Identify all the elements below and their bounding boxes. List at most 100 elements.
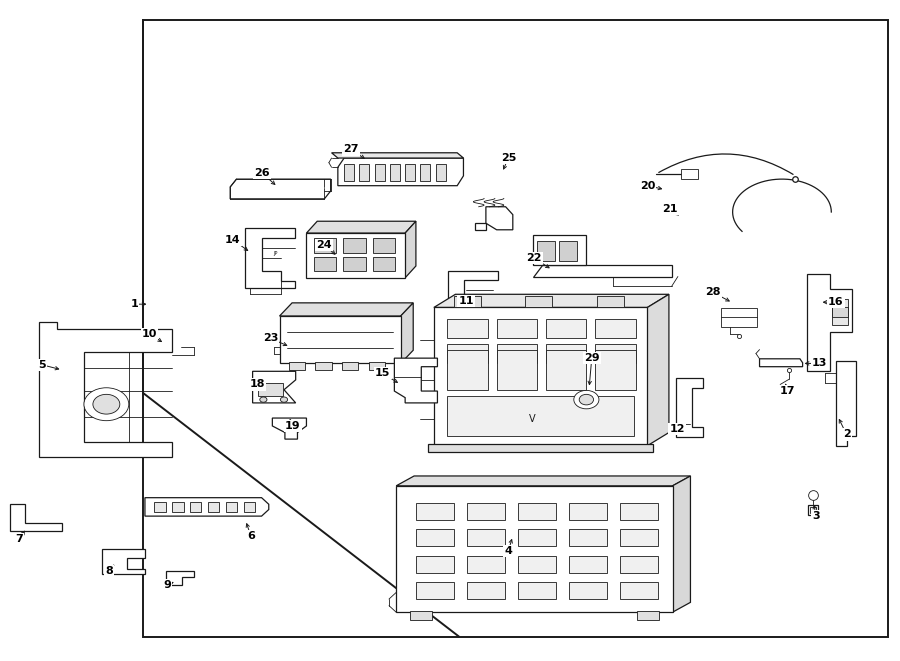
Polygon shape	[647, 294, 669, 446]
Polygon shape	[230, 179, 330, 199]
Bar	[467, 529, 505, 547]
Bar	[537, 241, 555, 260]
Bar	[410, 611, 432, 620]
Text: 13: 13	[812, 358, 827, 368]
Text: 25: 25	[500, 153, 516, 163]
Bar	[526, 295, 553, 307]
Bar	[172, 502, 184, 512]
Bar	[315, 362, 331, 370]
Bar	[343, 239, 365, 253]
Bar	[454, 295, 481, 307]
Text: 11: 11	[458, 296, 474, 306]
Polygon shape	[400, 303, 413, 364]
Polygon shape	[434, 294, 669, 307]
Bar	[374, 164, 384, 181]
Bar	[518, 503, 556, 520]
Polygon shape	[102, 549, 145, 574]
Circle shape	[93, 395, 120, 414]
Bar	[436, 164, 446, 181]
Bar	[546, 350, 587, 390]
Bar	[343, 256, 365, 271]
Bar	[342, 362, 358, 370]
Bar	[396, 486, 672, 612]
Bar	[832, 299, 849, 325]
Bar	[518, 556, 556, 572]
Text: 24: 24	[317, 240, 332, 250]
Bar	[570, 556, 607, 572]
Polygon shape	[836, 362, 856, 446]
Polygon shape	[253, 371, 296, 403]
Polygon shape	[760, 359, 803, 367]
Text: 6: 6	[247, 531, 255, 541]
Bar	[226, 502, 238, 512]
Polygon shape	[273, 418, 306, 439]
Bar	[373, 239, 395, 253]
Text: 10: 10	[141, 329, 158, 339]
Circle shape	[580, 395, 594, 405]
Bar	[416, 529, 454, 547]
Bar	[344, 164, 354, 181]
Text: 27: 27	[344, 145, 359, 155]
Text: 19: 19	[285, 421, 301, 431]
Bar	[497, 344, 537, 364]
Polygon shape	[396, 476, 690, 486]
Bar	[405, 164, 415, 181]
Bar	[313, 239, 336, 253]
Polygon shape	[331, 153, 464, 158]
Bar	[467, 582, 505, 599]
Bar	[447, 397, 634, 436]
Text: 3: 3	[813, 511, 820, 521]
Circle shape	[281, 397, 288, 403]
Bar	[518, 582, 556, 599]
Text: JP: JP	[273, 251, 277, 256]
Bar	[570, 529, 607, 547]
Text: 7: 7	[15, 534, 23, 544]
Circle shape	[84, 388, 129, 420]
Bar	[620, 556, 658, 572]
Bar	[546, 319, 587, 338]
Bar	[636, 611, 659, 620]
Bar	[154, 502, 166, 512]
Polygon shape	[39, 322, 172, 457]
Bar	[447, 344, 488, 364]
Bar	[560, 241, 578, 260]
Bar	[190, 502, 202, 512]
Text: 15: 15	[375, 368, 391, 378]
Bar	[447, 319, 488, 338]
Polygon shape	[338, 158, 464, 186]
Polygon shape	[306, 221, 416, 233]
Text: 28: 28	[705, 288, 721, 297]
Bar	[533, 235, 587, 264]
Bar	[596, 319, 635, 338]
Bar	[518, 529, 556, 547]
Bar	[497, 350, 537, 390]
Polygon shape	[405, 221, 416, 278]
Bar	[359, 164, 369, 181]
Polygon shape	[448, 271, 498, 316]
Bar	[420, 164, 430, 181]
Polygon shape	[486, 207, 513, 230]
Bar	[620, 529, 658, 547]
Bar	[467, 503, 505, 520]
Bar	[306, 233, 405, 278]
Bar	[313, 256, 336, 271]
Polygon shape	[246, 229, 295, 288]
Text: 23: 23	[263, 333, 278, 344]
Bar	[681, 169, 698, 179]
Bar	[143, 20, 887, 637]
Circle shape	[260, 397, 267, 403]
Text: 14: 14	[225, 235, 240, 245]
Text: 29: 29	[584, 353, 599, 363]
Bar	[289, 362, 304, 370]
Text: 16: 16	[828, 297, 843, 307]
Polygon shape	[280, 303, 413, 316]
Polygon shape	[394, 358, 437, 403]
Bar	[416, 556, 454, 572]
Text: 12: 12	[670, 424, 685, 434]
Polygon shape	[11, 504, 62, 531]
Bar	[570, 582, 607, 599]
Bar	[258, 383, 284, 397]
Bar	[244, 502, 256, 512]
Polygon shape	[145, 498, 269, 516]
Polygon shape	[533, 264, 671, 276]
